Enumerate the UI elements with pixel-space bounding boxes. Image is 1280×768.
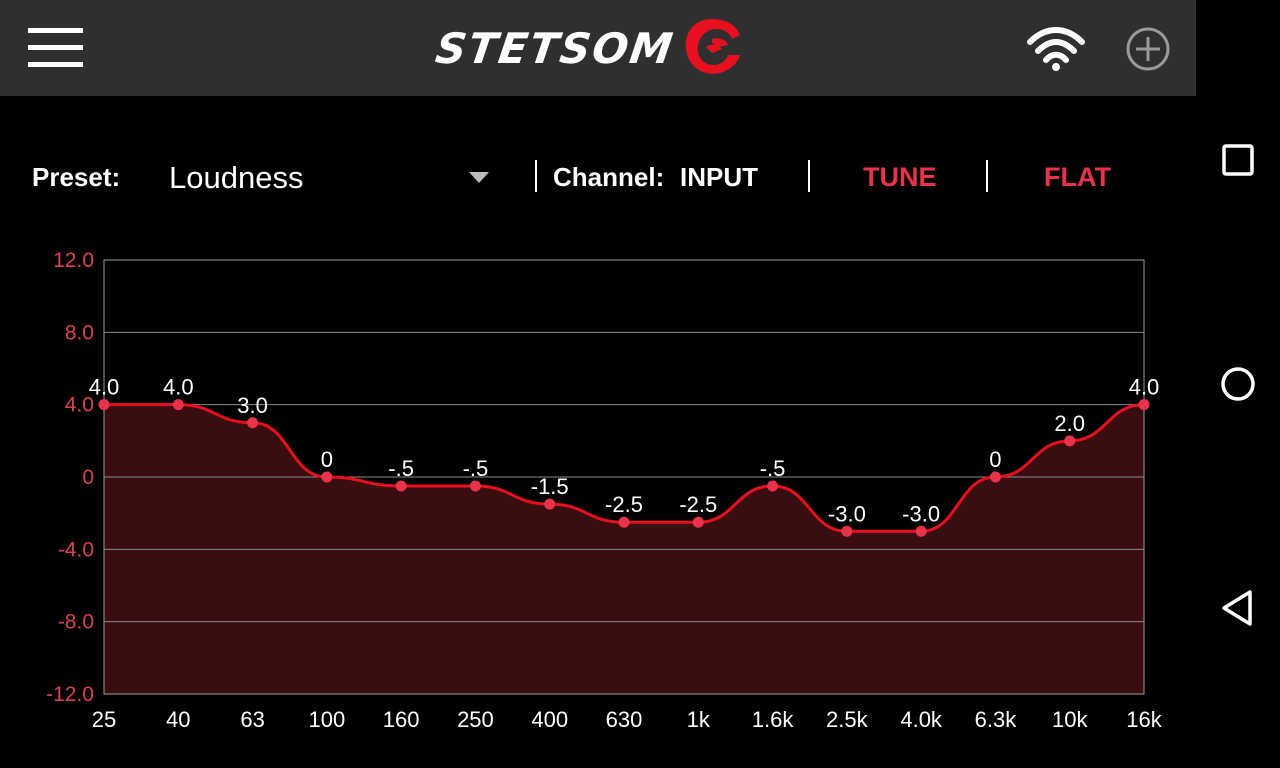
eq-point-label: 0	[321, 447, 333, 472]
eq-point-label: -2.5	[679, 492, 717, 517]
eq-point-label: -2.5	[605, 492, 643, 517]
divider	[535, 160, 537, 192]
x-tick-label: 63	[240, 707, 264, 732]
x-tick-label: 40	[166, 707, 190, 732]
x-tick-label: 6.3k	[975, 707, 1018, 732]
stetsom-logo: STETSOM	[433, 16, 742, 80]
circle-icon[interactable]	[1216, 362, 1260, 406]
eq-band-point[interactable]	[321, 471, 333, 483]
y-tick-label: 0	[82, 466, 94, 489]
eq-band-point[interactable]	[544, 498, 556, 510]
eq-band-point[interactable]	[395, 480, 407, 492]
tune-button[interactable]: TUNE	[863, 162, 937, 192]
x-tick-label: 1.6k	[752, 707, 795, 732]
eq-band-point[interactable]	[915, 525, 927, 537]
eq-chart: 12.0 8.0 4.0 0 -4.0 -8.0 -12.025 40 63 100 160 250 4…	[46, 249, 1163, 732]
y-tick-label: -4.0	[58, 538, 94, 561]
eq-point-label: 4.0	[163, 375, 194, 400]
dropdown-arrow-icon[interactable]	[469, 172, 489, 183]
divider	[808, 160, 810, 192]
eq-band-point[interactable]	[247, 417, 259, 429]
preset-label: Preset:	[32, 162, 121, 192]
eq-band-point[interactable]	[469, 480, 481, 492]
y-tick-label: -12.0	[46, 683, 94, 706]
eq-band-point[interactable]	[767, 480, 779, 492]
y-tick-label: 12.0	[53, 249, 94, 272]
eq-point-label: 4.0	[89, 375, 120, 400]
eq-controls: Preset: Loudness Channel: INPUT TUNE FLA…	[0, 150, 1196, 206]
x-tick-label: 16k	[1126, 707, 1162, 732]
system-nav-bar	[1196, 0, 1280, 768]
x-tick-label: 2.5k	[826, 707, 869, 732]
logo-mark-icon	[685, 19, 740, 74]
x-tick-label: 630	[606, 707, 643, 732]
eq-point-label: -.5	[760, 456, 786, 481]
x-tick-label: 100	[308, 707, 345, 732]
eq-point-label: -.5	[463, 456, 489, 481]
app-screen: STETSOM Preset: Loudness Channel: INPUT …	[0, 0, 1196, 732]
plot-frame	[103, 259, 1145, 695]
x-tick-label: 1k	[687, 707, 711, 732]
eq-curve-line	[104, 403, 1145, 533]
x-tick-label: 400	[531, 707, 568, 732]
eq-band-point[interactable]	[1064, 435, 1076, 447]
eq-band-point[interactable]	[1138, 399, 1150, 411]
x-tick-label: 160	[383, 707, 420, 732]
channel-value[interactable]: INPUT	[680, 162, 758, 192]
channel-label: Channel:	[553, 162, 665, 192]
eq-band-point[interactable]	[989, 471, 1001, 483]
hamburger-menu-icon[interactable]	[28, 28, 84, 68]
plus-circle-icon[interactable]	[1124, 25, 1172, 73]
eq-point-label: -3.0	[828, 501, 866, 526]
eq-point-label: 4.0	[1129, 375, 1160, 400]
eq-band-point[interactable]	[98, 399, 110, 411]
x-tick-label: 10k	[1052, 707, 1088, 732]
eq-point-label: -1.5	[531, 474, 569, 499]
flat-button[interactable]: FLAT	[1044, 162, 1111, 192]
eq-band-point[interactable]	[172, 399, 184, 411]
x-tick-label: 25	[92, 707, 116, 732]
eq-band-point[interactable]	[618, 516, 630, 528]
x-tick-label: 4.0k	[900, 707, 943, 732]
eq-point-label: -3.0	[902, 501, 940, 526]
preset-select[interactable]: Loudness	[169, 160, 304, 195]
y-tick-label: -8.0	[58, 611, 94, 634]
square-icon[interactable]	[1216, 138, 1260, 182]
eq-point-label: 2.0	[1054, 411, 1085, 436]
y-tick-label: 8.0	[65, 321, 94, 344]
eq-band-point[interactable]	[692, 516, 704, 528]
triangle-back-icon[interactable]	[1216, 586, 1260, 630]
eq-point-label: 3.0	[237, 393, 268, 418]
eq-point-label: -.5	[388, 456, 414, 481]
eq-band-point[interactable]	[841, 525, 853, 537]
eq-point-label: 0	[989, 447, 1001, 472]
wifi-icon[interactable]	[1026, 26, 1086, 72]
x-tick-label: 250	[457, 707, 494, 732]
divider	[986, 160, 988, 192]
top-bar: STETSOM	[0, 0, 1196, 96]
y-tick-label: 4.0	[65, 394, 94, 417]
